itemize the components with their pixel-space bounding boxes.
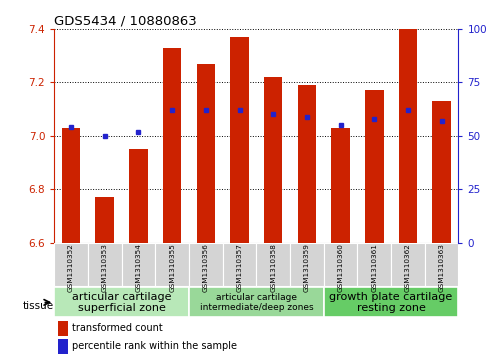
Bar [290,242,324,286]
Bar [357,242,391,286]
Text: GSM1310356: GSM1310356 [203,243,209,292]
Bar [365,90,384,242]
Text: growth plate cartilage
resting zone: growth plate cartilage resting zone [329,291,453,313]
Bar [256,242,290,286]
Text: GSM1310359: GSM1310359 [304,243,310,292]
Bar [88,242,122,286]
Text: tissue: tissue [23,301,54,311]
Text: transformed count: transformed count [72,323,163,333]
Text: GSM1310357: GSM1310357 [237,243,243,292]
Text: GSM1310363: GSM1310363 [439,243,445,292]
Bar [155,242,189,286]
Text: articular cartilage
superficial zone: articular cartilage superficial zone [72,291,172,313]
Text: GSM1310360: GSM1310360 [338,243,344,292]
Bar [189,242,223,286]
Bar [54,287,189,317]
Bar [331,128,350,242]
Text: GSM1310362: GSM1310362 [405,243,411,292]
Bar [58,339,69,354]
Bar [96,197,114,242]
Bar [122,242,155,286]
Bar [129,149,148,242]
Bar [223,242,256,286]
Text: GDS5434 / 10880863: GDS5434 / 10880863 [54,15,197,28]
Bar [432,101,451,242]
Text: percentile rank within the sample: percentile rank within the sample [72,341,238,351]
Bar [399,29,417,242]
Text: GSM1310354: GSM1310354 [136,243,141,292]
Bar [163,48,181,242]
Bar [230,37,249,242]
Bar [58,321,69,336]
Bar [425,242,458,286]
Bar [189,287,324,317]
Bar [264,77,282,242]
Text: GSM1310361: GSM1310361 [371,243,377,292]
Text: GSM1310355: GSM1310355 [169,243,175,292]
Bar [54,242,88,286]
Bar [324,242,357,286]
Bar [197,64,215,242]
Text: GSM1310353: GSM1310353 [102,243,108,292]
Text: GSM1310352: GSM1310352 [68,243,74,292]
Bar [391,242,425,286]
Text: articular cartilage
intermediate/deep zones: articular cartilage intermediate/deep zo… [200,293,313,312]
Bar [324,287,458,317]
Bar [298,85,316,242]
Text: GSM1310358: GSM1310358 [270,243,276,292]
Bar [62,128,80,242]
